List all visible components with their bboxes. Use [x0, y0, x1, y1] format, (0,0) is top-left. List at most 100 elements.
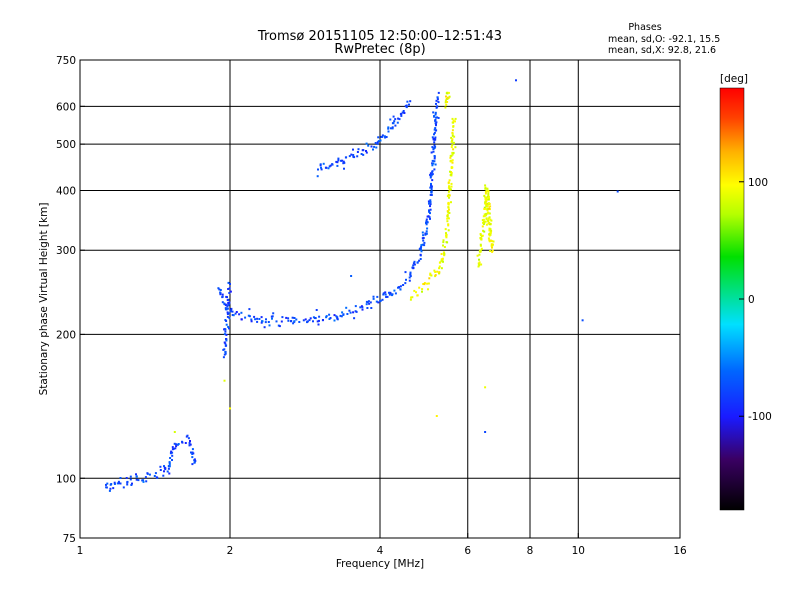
echo-point [452, 141, 455, 144]
echo-point [384, 136, 387, 139]
echo-point [280, 320, 283, 323]
echo-point [412, 267, 415, 270]
echo-point [231, 310, 234, 313]
y-tick-label: 500 [56, 139, 76, 151]
echo-point [110, 483, 113, 485]
echo-point [421, 290, 423, 293]
echo-point [422, 239, 425, 242]
echo-point [485, 197, 488, 199]
echo-point [256, 317, 259, 320]
echo-point [442, 244, 444, 247]
echo-point [421, 288, 424, 291]
echo-point [122, 486, 125, 489]
echo-point [433, 144, 436, 147]
echo-point [433, 168, 436, 171]
echo-point [444, 101, 447, 104]
echo-point [434, 136, 437, 139]
echo-point [345, 156, 348, 159]
echo-point [226, 307, 229, 310]
echo-point [485, 214, 488, 217]
echo-point [265, 318, 267, 321]
echo-point [486, 198, 489, 201]
echo-point [224, 352, 227, 355]
echo-point [485, 223, 488, 226]
echo-point [451, 159, 454, 162]
echo-point [312, 320, 314, 323]
echo-point [431, 159, 434, 162]
echo-point [219, 293, 222, 296]
echo-point [486, 187, 489, 190]
echo-point [340, 159, 342, 162]
echo-point [450, 146, 453, 149]
echo-point [429, 203, 432, 206]
echo-point [264, 321, 267, 324]
echo-point [487, 217, 490, 220]
echo-point [449, 170, 451, 173]
echo-point [486, 209, 489, 212]
echo-point [484, 386, 487, 389]
echo-point [445, 236, 448, 239]
colorbar-tick-label: -100 [748, 411, 772, 423]
echo-point [129, 475, 132, 478]
echo-point [367, 144, 370, 147]
echo-point [487, 195, 490, 198]
echo-point [430, 182, 432, 185]
echo-point [393, 120, 396, 123]
echo-point [168, 472, 171, 475]
echo-point [452, 125, 455, 128]
echo-point [227, 302, 230, 304]
echo-point [327, 167, 330, 170]
echo-point [429, 217, 431, 220]
echo-point [416, 261, 419, 264]
echo-point [316, 320, 319, 323]
echo-point [339, 314, 342, 317]
echo-point [451, 117, 454, 120]
echo-point [484, 187, 487, 190]
echo-point [314, 317, 317, 320]
echo-point [431, 146, 434, 149]
echo-point [408, 279, 411, 282]
echo-point [433, 160, 436, 163]
echo-point [355, 310, 358, 313]
x-tick-label: 8 [527, 545, 534, 557]
y-tick-label: 200 [56, 329, 76, 341]
echo-point [258, 318, 261, 320]
echo-point [483, 221, 486, 224]
echo-point [317, 323, 320, 326]
echo-point [447, 211, 450, 214]
echo-point [450, 136, 453, 139]
echo-point [308, 319, 311, 322]
echo-point [488, 234, 491, 237]
echo-point [343, 167, 345, 170]
echo-point [415, 291, 417, 294]
echo-point [271, 317, 273, 320]
echo-point [450, 140, 453, 143]
echo-point [430, 188, 433, 191]
echo-point [387, 126, 390, 129]
echo-point [444, 99, 447, 102]
echo-point [109, 487, 112, 490]
echo-point [194, 460, 197, 462]
echo-point [448, 185, 451, 188]
echo-point [356, 155, 359, 158]
echo-point [432, 111, 435, 114]
echo-point [354, 305, 357, 308]
echo-point [225, 323, 228, 326]
echo-point [406, 100, 409, 103]
echo-point [450, 185, 453, 188]
echo-point [431, 162, 434, 165]
echo-point [436, 96, 439, 99]
echo-point [226, 315, 229, 318]
echo-point [228, 287, 231, 290]
echo-point [223, 341, 226, 344]
x-tick-label: 10 [572, 545, 585, 557]
echo-point [336, 164, 339, 167]
echo-point [432, 150, 435, 153]
echo-point [171, 451, 174, 454]
y-tick-labels: 75 100 200 300 400 500 600 750 [56, 55, 85, 545]
echo-point [405, 278, 407, 281]
echo-point [438, 272, 441, 275]
echo-point [272, 312, 275, 315]
echo-point [422, 283, 425, 285]
echo-point [312, 316, 315, 319]
